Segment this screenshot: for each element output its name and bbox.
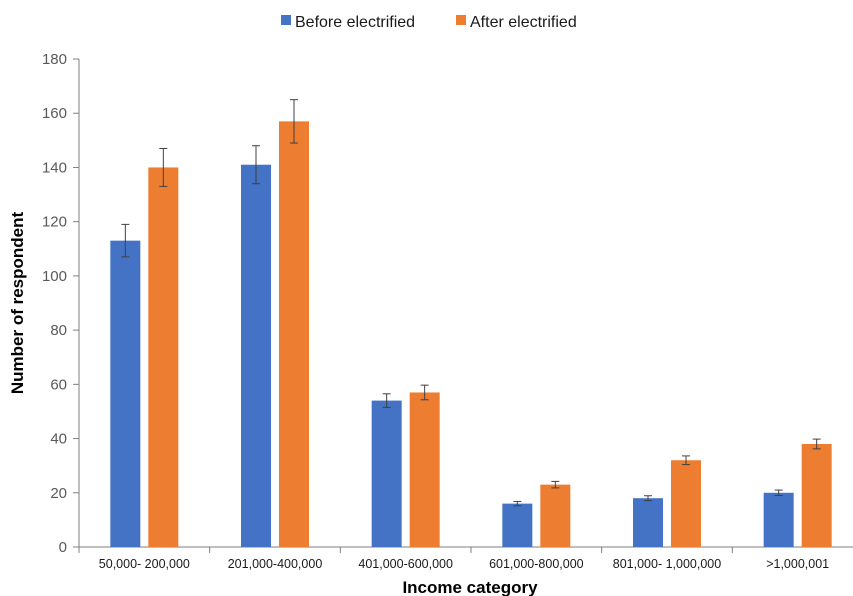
legend-label-before: Before electrified <box>295 14 415 31</box>
x-tick-label: 50,000- 200,000 <box>99 557 190 571</box>
bar-after-electrified <box>801 443 832 547</box>
error-bar <box>812 438 821 450</box>
x-tick-label: 801,000- 1,000,000 <box>613 557 721 571</box>
bars <box>110 121 832 547</box>
x-axis-title: Income category <box>402 578 538 596</box>
bar-after-electrified <box>671 460 701 547</box>
y-axis-title: Number of respondent <box>8 212 27 395</box>
x-tick-label: 201,000-400,000 <box>228 557 323 571</box>
x-axis: 50,000- 200,000 201,000-400,000 401,000-60… <box>78 546 853 571</box>
x-tick-label: >1,000,001 <box>766 557 829 571</box>
legend-label-after: After electrified <box>470 14 577 31</box>
error-bar <box>420 384 429 401</box>
bar-before-electrified <box>371 400 402 547</box>
x-tick-label: 601,000-800,000 <box>489 557 584 571</box>
legend-swatch-after <box>456 15 466 25</box>
y-tick-label: 160 <box>42 105 67 122</box>
error-bar <box>551 480 560 489</box>
bar-after-electrified <box>540 484 571 547</box>
y-tick-label: 20 <box>50 485 67 502</box>
bar-before-electrified <box>241 164 271 547</box>
y-tick-label: 60 <box>50 376 67 393</box>
y-axis: 0 20 40 60 80 100 120 140 160 180 <box>42 51 80 556</box>
y-tick-label: 140 <box>42 159 67 176</box>
error-bar <box>644 495 652 502</box>
bar-after-electrified <box>409 392 440 547</box>
error-bar <box>159 147 168 187</box>
legend: Before electrified After electrified <box>281 14 577 31</box>
y-tick-label: 40 <box>50 431 67 448</box>
y-tick-label: 80 <box>50 322 67 339</box>
bar-after-electrified <box>279 121 309 547</box>
y-tick-label: 180 <box>42 51 67 68</box>
bar-before-electrified <box>502 503 533 547</box>
y-tick-label: 120 <box>42 214 67 231</box>
error-bars <box>121 99 821 507</box>
bar-before-electrified <box>633 498 663 547</box>
error-bar <box>682 455 690 466</box>
error-bar <box>382 393 391 408</box>
bar-before-electrified <box>763 492 794 547</box>
error-bar <box>121 223 130 258</box>
bar-after-electrified <box>148 167 179 547</box>
legend-swatch-before <box>281 15 291 25</box>
error-bar <box>774 489 783 496</box>
y-tick-label: 0 <box>59 539 67 556</box>
error-bar <box>513 500 522 507</box>
x-tick-label: 401,000-600,000 <box>358 557 453 571</box>
y-tick-label: 100 <box>42 268 67 285</box>
error-bar <box>252 145 260 185</box>
error-bar <box>290 99 298 144</box>
bar-before-electrified <box>110 240 141 547</box>
